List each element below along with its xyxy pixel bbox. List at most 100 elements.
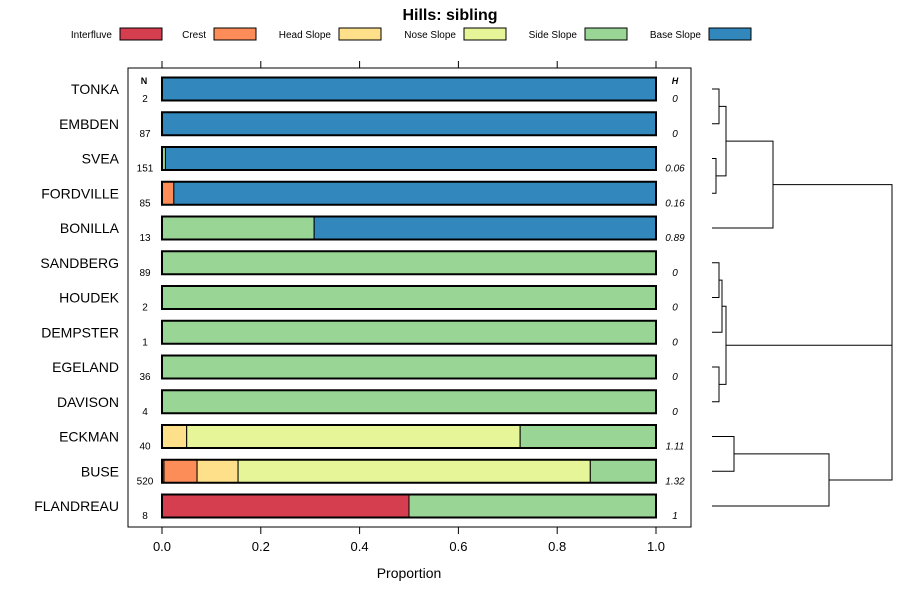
- bar-segment-crest: [163, 459, 198, 484]
- row-label: EMBDEN: [59, 116, 119, 132]
- bar-segment-head-slope: [196, 459, 239, 484]
- row-label: ECKMAN: [59, 429, 119, 445]
- bar-segment-nose-slope: [237, 459, 591, 484]
- h-value: 0.16: [665, 198, 685, 209]
- legend: Interfluve Crest Head Slope Nose Slope Side …: [71, 27, 752, 41]
- legend-swatch-nose-slope: [463, 27, 507, 41]
- dendrogram-branch: [712, 366, 720, 403]
- n-value: 2: [142, 303, 148, 314]
- bar-segment-nose-slope: [186, 424, 521, 449]
- h-value: 1: [672, 511, 678, 522]
- dendrogram-branch: [712, 140, 774, 229]
- dendrogram-branch: [712, 453, 830, 507]
- row-label: FLANDREAU: [34, 498, 119, 514]
- bar-segment-side-slope: [161, 389, 657, 414]
- bar-segment-side-slope: [519, 424, 657, 449]
- h-value: 0.89: [665, 233, 685, 244]
- legend-swatch-base-slope: [708, 27, 752, 41]
- x-axis: 0.0 0.2 0.4 0.6 0.8 1.0: [153, 61, 665, 554]
- legend-label-base-slope: Base Slope: [650, 30, 702, 41]
- row-houdek: HOUDEK 2 0: [59, 285, 678, 314]
- h-value: 0: [672, 303, 678, 314]
- bar-segment-side-slope: [161, 216, 315, 240]
- h-value: 0: [672, 372, 678, 383]
- h-value: 0: [672, 268, 678, 279]
- bar-outline: [161, 493, 657, 519]
- legend-label-head-slope: Head Slope: [279, 30, 332, 41]
- bar-outline: [161, 354, 657, 380]
- x-axis-title: Proportion: [377, 565, 442, 581]
- row-davison: DAVISON 4 0: [57, 389, 678, 418]
- bar-segment-base-slope: [164, 146, 657, 171]
- n-value: 40: [139, 442, 151, 453]
- row-label: SANDBERG: [40, 255, 119, 271]
- n-value: 8: [142, 511, 148, 522]
- row-fordville: FORDVILLE 85 0.16: [41, 180, 685, 209]
- bar-outline: [161, 76, 657, 102]
- x-tick-label: 0.0: [153, 539, 171, 554]
- bar-segment-base-slope: [173, 181, 657, 206]
- row-label: DEMPSTER: [41, 324, 119, 340]
- bar-segment-interfluve: [161, 494, 410, 518]
- dendrogram-branch: [773, 184, 893, 413]
- bar-outline: [161, 458, 657, 484]
- h-value: 1.32: [665, 476, 685, 487]
- h-value: 1.11: [666, 442, 685, 453]
- legend-swatch-crest: [213, 27, 257, 41]
- bar-segment-side-slope: [589, 459, 657, 484]
- legend-label-crest: Crest: [182, 30, 206, 41]
- n-value: 520: [137, 476, 154, 487]
- x-tick-label: 0.2: [252, 539, 270, 554]
- legend-swatch-head-slope: [338, 27, 382, 41]
- row-label: SVEA: [82, 151, 120, 167]
- bar-outline: [161, 285, 657, 310]
- x-tick-label: 0.4: [351, 539, 369, 554]
- row-egeland: EGELAND 36 0: [52, 354, 678, 383]
- row-label: BONILLA: [60, 220, 120, 236]
- row-sandberg: SANDBERG 89 0: [40, 250, 678, 279]
- row-label: DAVISON: [57, 394, 119, 410]
- n-value: 87: [139, 129, 151, 140]
- n-value: 13: [139, 233, 151, 244]
- dendrogram-branch: [712, 88, 720, 125]
- dendrogram-branch: [712, 436, 735, 472]
- row-label: BUSE: [81, 463, 119, 479]
- bar-segment-side-slope: [161, 250, 657, 275]
- bar-outline: [161, 319, 657, 345]
- n-value: 1: [142, 337, 148, 348]
- row-tonka: TONKA 2 0: [71, 76, 678, 105]
- n-value: 4: [142, 407, 148, 418]
- chart-title: Hills: sibling: [402, 7, 497, 24]
- bar-segment-base-slope: [313, 216, 657, 240]
- bar-segment-side-slope: [161, 355, 657, 379]
- bar-outline: [161, 389, 657, 415]
- legend-swatch-interfluve: [119, 27, 163, 41]
- legend-label-side-slope: Side Slope: [529, 30, 578, 41]
- n-value: 89: [139, 268, 151, 279]
- n-value: 36: [139, 372, 151, 383]
- n-value: 151: [137, 164, 154, 175]
- bar-segment-side-slope: [161, 320, 657, 345]
- h-value: 0: [672, 337, 678, 348]
- bar-segment-base-slope: [161, 77, 657, 101]
- dendrogram-branch: [712, 262, 720, 298]
- row-label: TONKA: [71, 81, 120, 97]
- bar-outline: [161, 424, 657, 449]
- bar-outline: [161, 180, 657, 206]
- bar-outline: [161, 146, 657, 171]
- row-label: FORDVILLE: [41, 185, 119, 201]
- legend-label-interfluve: Interfluve: [71, 30, 113, 41]
- row-bonilla: BONILLA 13 0.89: [60, 215, 685, 244]
- h-value: 0.06: [665, 164, 685, 175]
- n-header: N: [141, 76, 148, 86]
- bar-segment-side-slope: [408, 494, 657, 518]
- h-value: 0: [672, 407, 678, 418]
- row-eckman: ECKMAN 40 1.11: [59, 424, 685, 453]
- dendrogram-branch: [716, 105, 727, 177]
- bar-segment-crest: [161, 181, 175, 206]
- row-flandreau: FLANDREAU 8 1: [34, 493, 678, 522]
- legend-label-nose-slope: Nose Slope: [404, 30, 456, 41]
- plot-frame: [127, 67, 692, 528]
- bar-outline: [161, 111, 657, 137]
- dendrogram-branch: [712, 158, 717, 194]
